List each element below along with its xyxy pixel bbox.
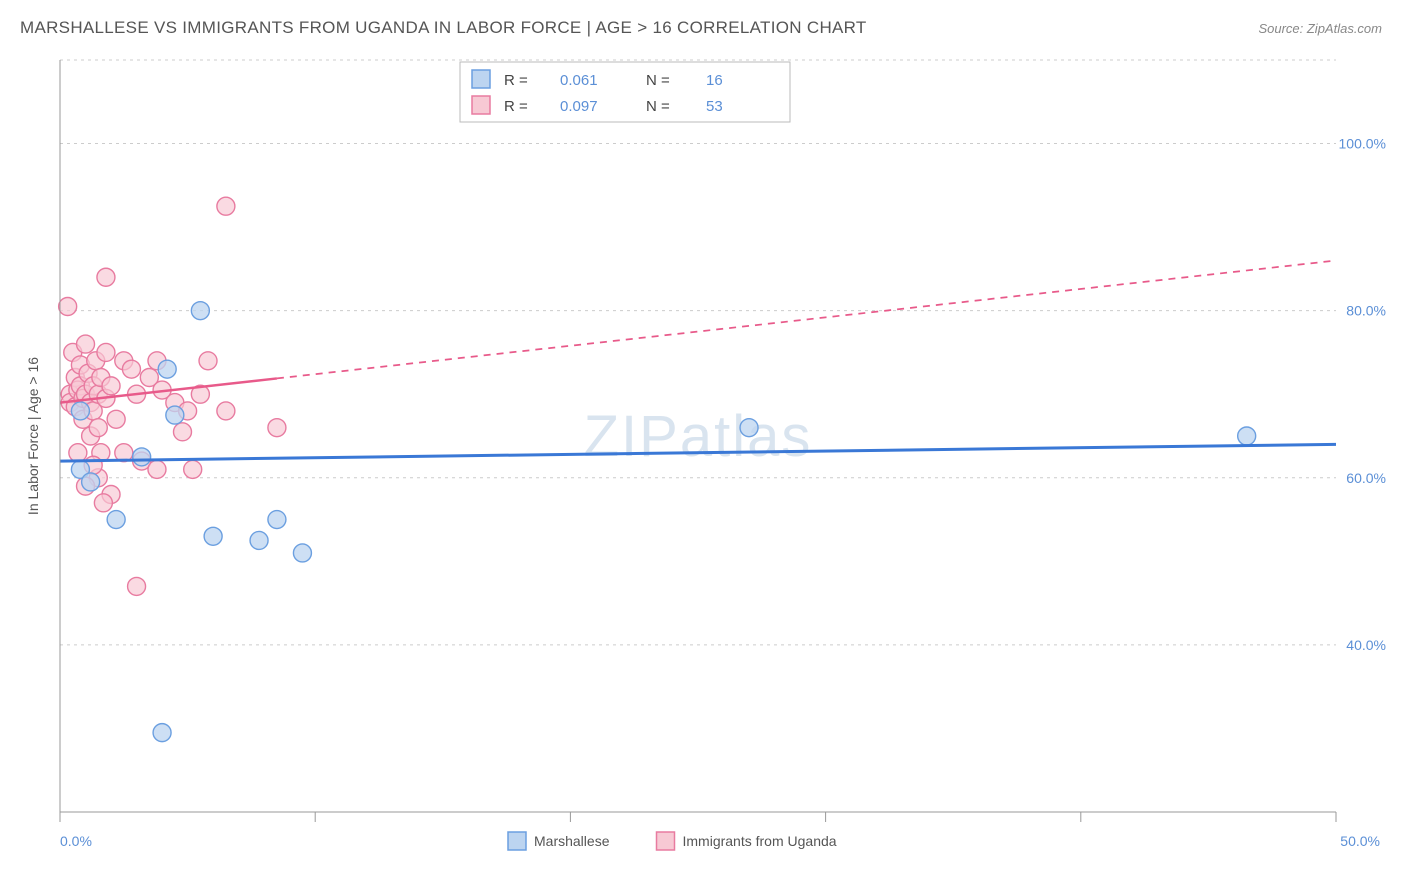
y-tick-label: 40.0%	[1346, 637, 1386, 653]
legend-swatch	[472, 70, 490, 88]
data-point	[89, 419, 107, 437]
chart-source: Source: ZipAtlas.com	[1258, 21, 1382, 36]
data-point	[148, 460, 166, 478]
correlation-chart: 40.0% 60.0% 80.0% 100.0% ZIPatlas 0.0% 50.0% In…	[20, 52, 1386, 872]
source-name: ZipAtlas.com	[1307, 21, 1382, 36]
data-point	[740, 419, 758, 437]
data-point	[191, 302, 209, 320]
source-prefix: Source:	[1258, 21, 1306, 36]
y-tick-label: 80.0%	[1346, 303, 1386, 319]
legend-r-value: 0.061	[560, 72, 598, 89]
stats-legend: R = 0.061 N = 16 R = 0.097 N = 53	[460, 62, 790, 122]
data-point	[107, 511, 125, 529]
data-point	[107, 410, 125, 428]
data-point	[69, 444, 87, 462]
legend-r-value: 0.097	[560, 98, 598, 115]
data-point	[268, 511, 286, 529]
legend-n-value: 53	[706, 98, 723, 115]
legend-r-label: R =	[504, 98, 528, 115]
data-point	[71, 402, 89, 420]
data-point	[293, 544, 311, 562]
data-point	[268, 419, 286, 437]
data-point	[158, 360, 176, 378]
data-point	[128, 577, 146, 595]
legend-swatch	[657, 832, 675, 850]
legend-series-label: Marshallese	[534, 833, 610, 849]
legend-swatch	[472, 96, 490, 114]
data-point	[166, 406, 184, 424]
data-point	[153, 724, 171, 742]
data-point	[217, 402, 235, 420]
data-point	[250, 531, 268, 549]
data-point	[217, 197, 235, 215]
trend-line-extrapolated	[277, 261, 1336, 379]
legend-n-label: N =	[646, 72, 670, 89]
chart-header: MARSHALLESE VS IMMIGRANTS FROM UGANDA IN…	[0, 0, 1406, 48]
legend-n-label: N =	[646, 98, 670, 115]
data-point	[199, 352, 217, 370]
data-point	[97, 343, 115, 361]
data-point	[102, 377, 120, 395]
chart-svg: 40.0% 60.0% 80.0% 100.0% ZIPatlas 0.0% 50.0% In…	[20, 52, 1386, 872]
data-point	[204, 527, 222, 545]
series-legend: Marshallese Immigrants from Uganda	[508, 832, 837, 850]
watermark: ZIPatlas	[584, 404, 813, 469]
y-axis-label: In Labor Force | Age > 16	[25, 357, 41, 515]
data-point	[77, 335, 95, 353]
legend-n-value: 16	[706, 72, 723, 89]
legend-r-label: R =	[504, 72, 528, 89]
data-point	[82, 473, 100, 491]
data-point	[133, 448, 151, 466]
data-point	[94, 494, 112, 512]
data-point	[173, 423, 191, 441]
y-tick-label: 60.0%	[1346, 470, 1386, 486]
data-point	[184, 460, 202, 478]
data-point	[1238, 427, 1256, 445]
legend-swatch	[508, 832, 526, 850]
chart-title: MARSHALLESE VS IMMIGRANTS FROM UGANDA IN…	[20, 18, 867, 38]
x-tick-label: 0.0%	[60, 833, 92, 849]
data-point	[97, 268, 115, 286]
data-point	[59, 297, 77, 315]
data-point	[122, 360, 140, 378]
legend-series-label: Immigrants from Uganda	[683, 833, 837, 849]
x-tick-label: 50.0%	[1340, 833, 1380, 849]
y-tick-label: 100.0%	[1339, 136, 1386, 152]
